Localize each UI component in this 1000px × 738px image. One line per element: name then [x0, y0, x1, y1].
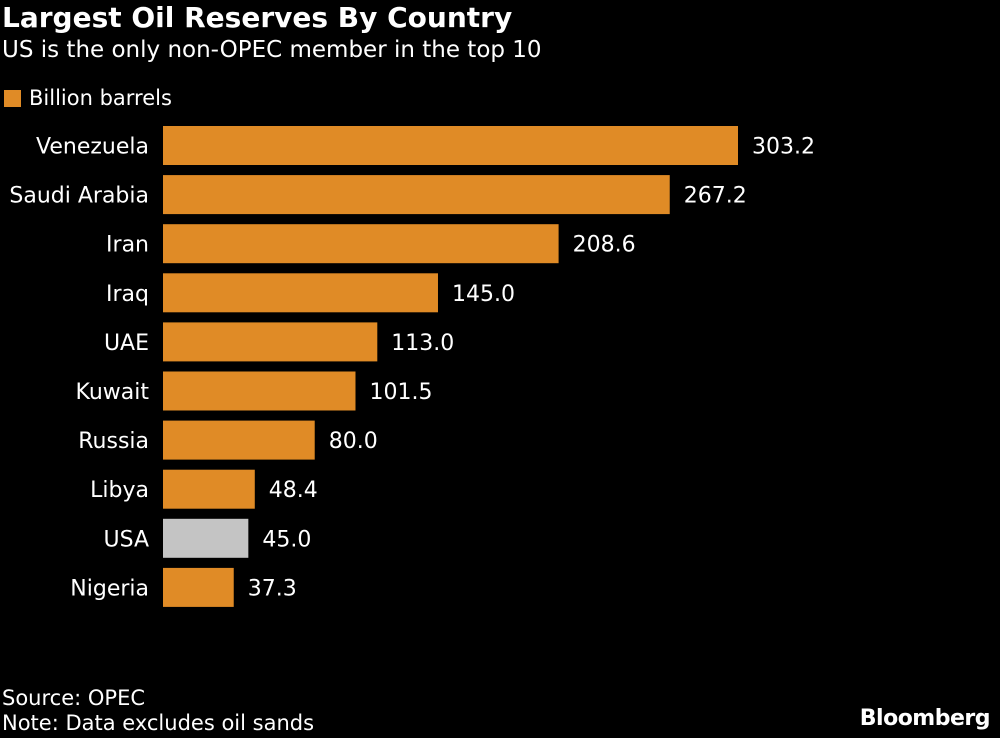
- source-note: Source: OPEC: [2, 686, 146, 710]
- bar-nigeria: [163, 567, 234, 607]
- category-label-saudi-arabia: Saudi Arabia: [9, 184, 149, 209]
- value-label-saudi-arabia: 267.2: [684, 184, 747, 209]
- legend-label: Billion barrels: [29, 86, 172, 110]
- bar-uae: [163, 322, 378, 362]
- bar-saudi-arabia: [163, 175, 670, 215]
- category-label-uae: UAE: [104, 331, 149, 356]
- category-label-nigeria: Nigeria: [70, 576, 149, 601]
- bar-russia: [163, 420, 315, 460]
- category-label-usa: USA: [103, 527, 149, 552]
- category-label-kuwait: Kuwait: [76, 380, 150, 405]
- bar-kuwait: [163, 371, 356, 411]
- bar-venezuela: [163, 126, 738, 165]
- value-label-venezuela: 303.2: [752, 135, 815, 160]
- category-label-iraq: Iraq: [106, 282, 149, 307]
- value-label-nigeria: 37.3: [248, 576, 297, 601]
- bar-iraq: [163, 273, 438, 313]
- bloomberg-logo: Bloomberg: [859, 706, 991, 731]
- data-note: Note: Data excludes oil sands: [2, 711, 315, 735]
- value-label-russia: 80.0: [329, 429, 378, 454]
- value-label-uae: 113.0: [391, 331, 454, 356]
- value-label-usa: 45.0: [262, 527, 311, 552]
- chart-subtitle: US is the only non-OPEC member in the to…: [2, 37, 542, 63]
- value-label-libya: 48.4: [269, 478, 318, 503]
- category-label-iran: Iran: [106, 233, 149, 258]
- legend: Billion barrels: [4, 86, 172, 110]
- chart-title: Largest Oil Reserves By Country: [2, 1, 513, 34]
- value-label-iraq: 145.0: [452, 282, 515, 307]
- category-label-russia: Russia: [78, 429, 149, 454]
- value-label-kuwait: 101.5: [369, 380, 432, 405]
- bar-libya: [163, 469, 255, 509]
- category-label-libya: Libya: [90, 478, 149, 503]
- legend-swatch: [4, 89, 21, 107]
- value-label-iran: 208.6: [573, 233, 636, 258]
- bar-usa: [163, 518, 249, 558]
- category-label-venezuela: Venezuela: [36, 135, 149, 160]
- bar-iran: [163, 224, 559, 264]
